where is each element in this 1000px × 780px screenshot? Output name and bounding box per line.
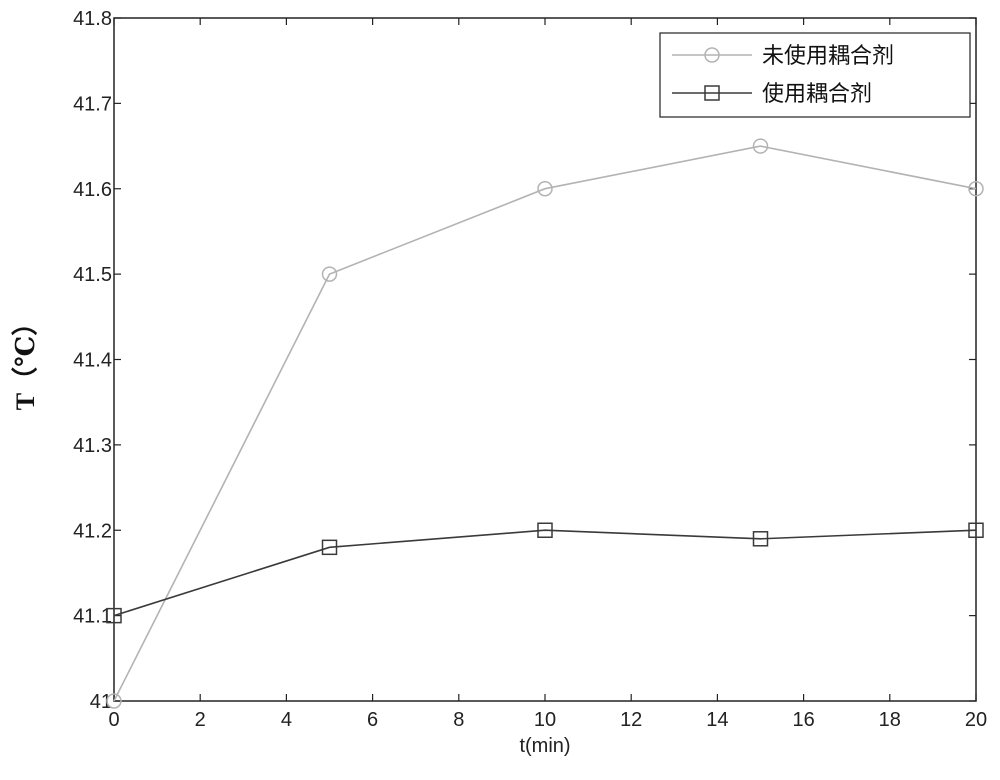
legend-label: 使用耦合剂 bbox=[762, 82, 872, 107]
plot-area bbox=[114, 18, 976, 701]
legend-label: 未使用耦合剂 bbox=[762, 44, 894, 69]
y-tick-label: 41.3 bbox=[73, 435, 112, 457]
x-tick-label: 8 bbox=[453, 709, 464, 731]
y-tick-label: 41.8 bbox=[73, 8, 112, 30]
x-tick-label: 14 bbox=[706, 709, 728, 731]
y-tick-label: 41.5 bbox=[73, 264, 112, 286]
y-tick-label: 41.7 bbox=[73, 93, 112, 115]
y-tick-label: 41.2 bbox=[73, 520, 112, 542]
x-tick-label: 6 bbox=[367, 709, 378, 731]
y-tick-label: 41.1 bbox=[73, 606, 112, 628]
x-axis-label: t(min) bbox=[519, 735, 570, 757]
legend: 未使用耦合剂使用耦合剂 bbox=[660, 33, 970, 117]
y-tick-label: 41.6 bbox=[73, 179, 112, 201]
x-tick-label: 2 bbox=[195, 709, 206, 731]
x-tick-label: 12 bbox=[620, 709, 642, 731]
y-tick-label: 41 bbox=[90, 691, 112, 713]
x-tick-label: 4 bbox=[281, 709, 292, 731]
y-tick-label: 41.4 bbox=[73, 350, 112, 372]
x-tick-label: 20 bbox=[965, 709, 987, 731]
x-tick-label: 16 bbox=[792, 709, 814, 731]
x-tick-label: 10 bbox=[534, 709, 556, 731]
x-tick-label: 18 bbox=[879, 709, 901, 731]
y-axis-label: T（℃） bbox=[11, 310, 40, 411]
